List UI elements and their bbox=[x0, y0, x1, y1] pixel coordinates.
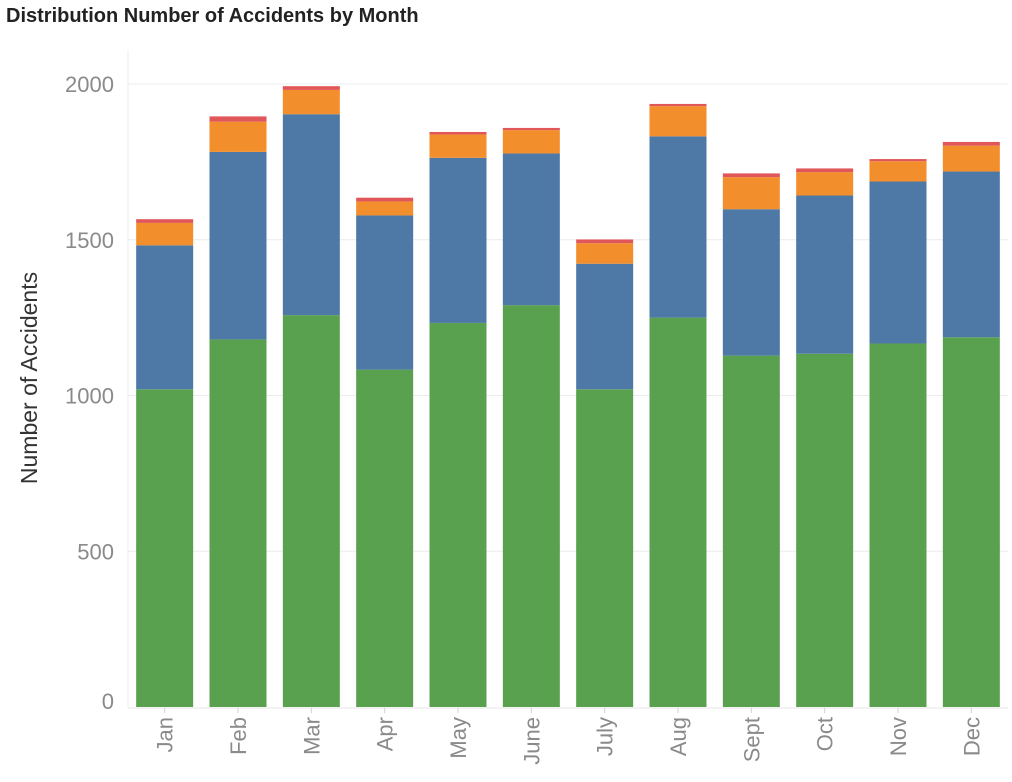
bar-segment bbox=[576, 239, 634, 244]
x-tick-label: Feb bbox=[226, 717, 251, 755]
bar-segment bbox=[796, 195, 854, 354]
bar-segment bbox=[576, 243, 634, 264]
bar-segment bbox=[649, 136, 707, 318]
bar-segment bbox=[722, 177, 780, 210]
bar-segment bbox=[576, 389, 634, 707]
x-tick-label: Jan bbox=[153, 717, 178, 752]
y-tick-label: 0 bbox=[102, 689, 114, 714]
y-tick-label: 500 bbox=[77, 539, 114, 564]
bar-segment bbox=[796, 353, 854, 707]
bar-segment bbox=[649, 106, 707, 137]
bar-stack-nov bbox=[869, 159, 927, 707]
x-tick-label: Apr bbox=[373, 717, 398, 751]
bar-segment bbox=[209, 116, 267, 122]
bar-segment bbox=[136, 219, 194, 223]
bar-segment bbox=[722, 173, 780, 178]
bar-segment bbox=[136, 222, 194, 246]
chart-title: Distribution Number of Accidents by Mont… bbox=[6, 5, 419, 27]
bar-segment bbox=[722, 209, 780, 356]
bar-segment bbox=[429, 322, 487, 707]
bar-stack-aug bbox=[649, 103, 707, 707]
x-tick-label: Nov bbox=[886, 717, 911, 756]
bar-stack-dec bbox=[942, 141, 1000, 707]
bar-segment bbox=[429, 134, 487, 158]
bar-segment bbox=[576, 263, 634, 390]
bar-segment bbox=[136, 389, 194, 707]
bar-stack-july bbox=[576, 239, 634, 707]
bar-segment bbox=[282, 114, 340, 316]
bar-segment bbox=[869, 161, 927, 182]
y-tick-label: 1000 bbox=[65, 384, 114, 409]
bar-segment bbox=[796, 168, 854, 173]
bar-segment bbox=[356, 369, 414, 707]
bar-stack-feb bbox=[209, 116, 267, 707]
x-tick-label: July bbox=[593, 717, 618, 756]
bar-segment bbox=[356, 197, 414, 202]
x-tick-label: Dec bbox=[959, 717, 984, 756]
bar-segment bbox=[209, 121, 267, 152]
bar-segment bbox=[502, 130, 560, 154]
bar-segment bbox=[502, 153, 560, 306]
bar-segment bbox=[942, 171, 1000, 338]
bar-stack-mar bbox=[282, 86, 340, 707]
bar-group bbox=[136, 86, 1000, 707]
bar-segment bbox=[942, 141, 1000, 146]
bar-segment bbox=[722, 355, 780, 707]
bar-segment bbox=[869, 159, 927, 162]
bar-segment bbox=[869, 181, 927, 344]
bar-segment bbox=[649, 103, 707, 107]
bar-stack-oct bbox=[796, 168, 854, 707]
bar-segment bbox=[942, 337, 1000, 707]
bar-segment bbox=[136, 245, 194, 390]
bar-segment bbox=[282, 315, 340, 707]
x-tick-label: Oct bbox=[813, 717, 838, 751]
bar-stack-apr bbox=[356, 197, 414, 707]
bar-segment bbox=[502, 305, 560, 707]
bar-segment bbox=[502, 127, 560, 131]
x-tick-label: June bbox=[519, 717, 544, 765]
x-tick-label: Aug bbox=[666, 717, 691, 756]
bar-segment bbox=[429, 157, 487, 323]
bar-stack-jan bbox=[136, 219, 194, 707]
bar-segment bbox=[649, 317, 707, 707]
bar-segment bbox=[282, 86, 340, 90]
bar-stack-june bbox=[502, 127, 560, 707]
gridlines bbox=[128, 83, 1008, 552]
bar-segment bbox=[429, 131, 487, 135]
x-tick-label: Mar bbox=[299, 717, 324, 755]
y-tick-label: 2000 bbox=[65, 72, 114, 97]
x-tick-label: Sept bbox=[739, 717, 764, 762]
axes: 0 500 1000 1500 2000 Jan Feb Mar Apr May June July A… bbox=[65, 50, 1008, 765]
bar-segment bbox=[869, 343, 927, 707]
bar-segment bbox=[942, 145, 1000, 172]
bar-segment bbox=[209, 151, 267, 340]
bar-segment bbox=[356, 201, 414, 216]
bar-segment bbox=[282, 89, 340, 115]
bar-stack-may bbox=[429, 131, 487, 707]
y-tick-label: 1500 bbox=[65, 228, 114, 253]
bar-segment bbox=[209, 339, 267, 707]
y-axis-title: Number of Accidents bbox=[16, 272, 42, 484]
bar-segment bbox=[356, 215, 414, 370]
x-tick-label: May bbox=[446, 717, 471, 759]
bar-stack-sept bbox=[722, 173, 780, 707]
bar-segment bbox=[796, 172, 854, 196]
